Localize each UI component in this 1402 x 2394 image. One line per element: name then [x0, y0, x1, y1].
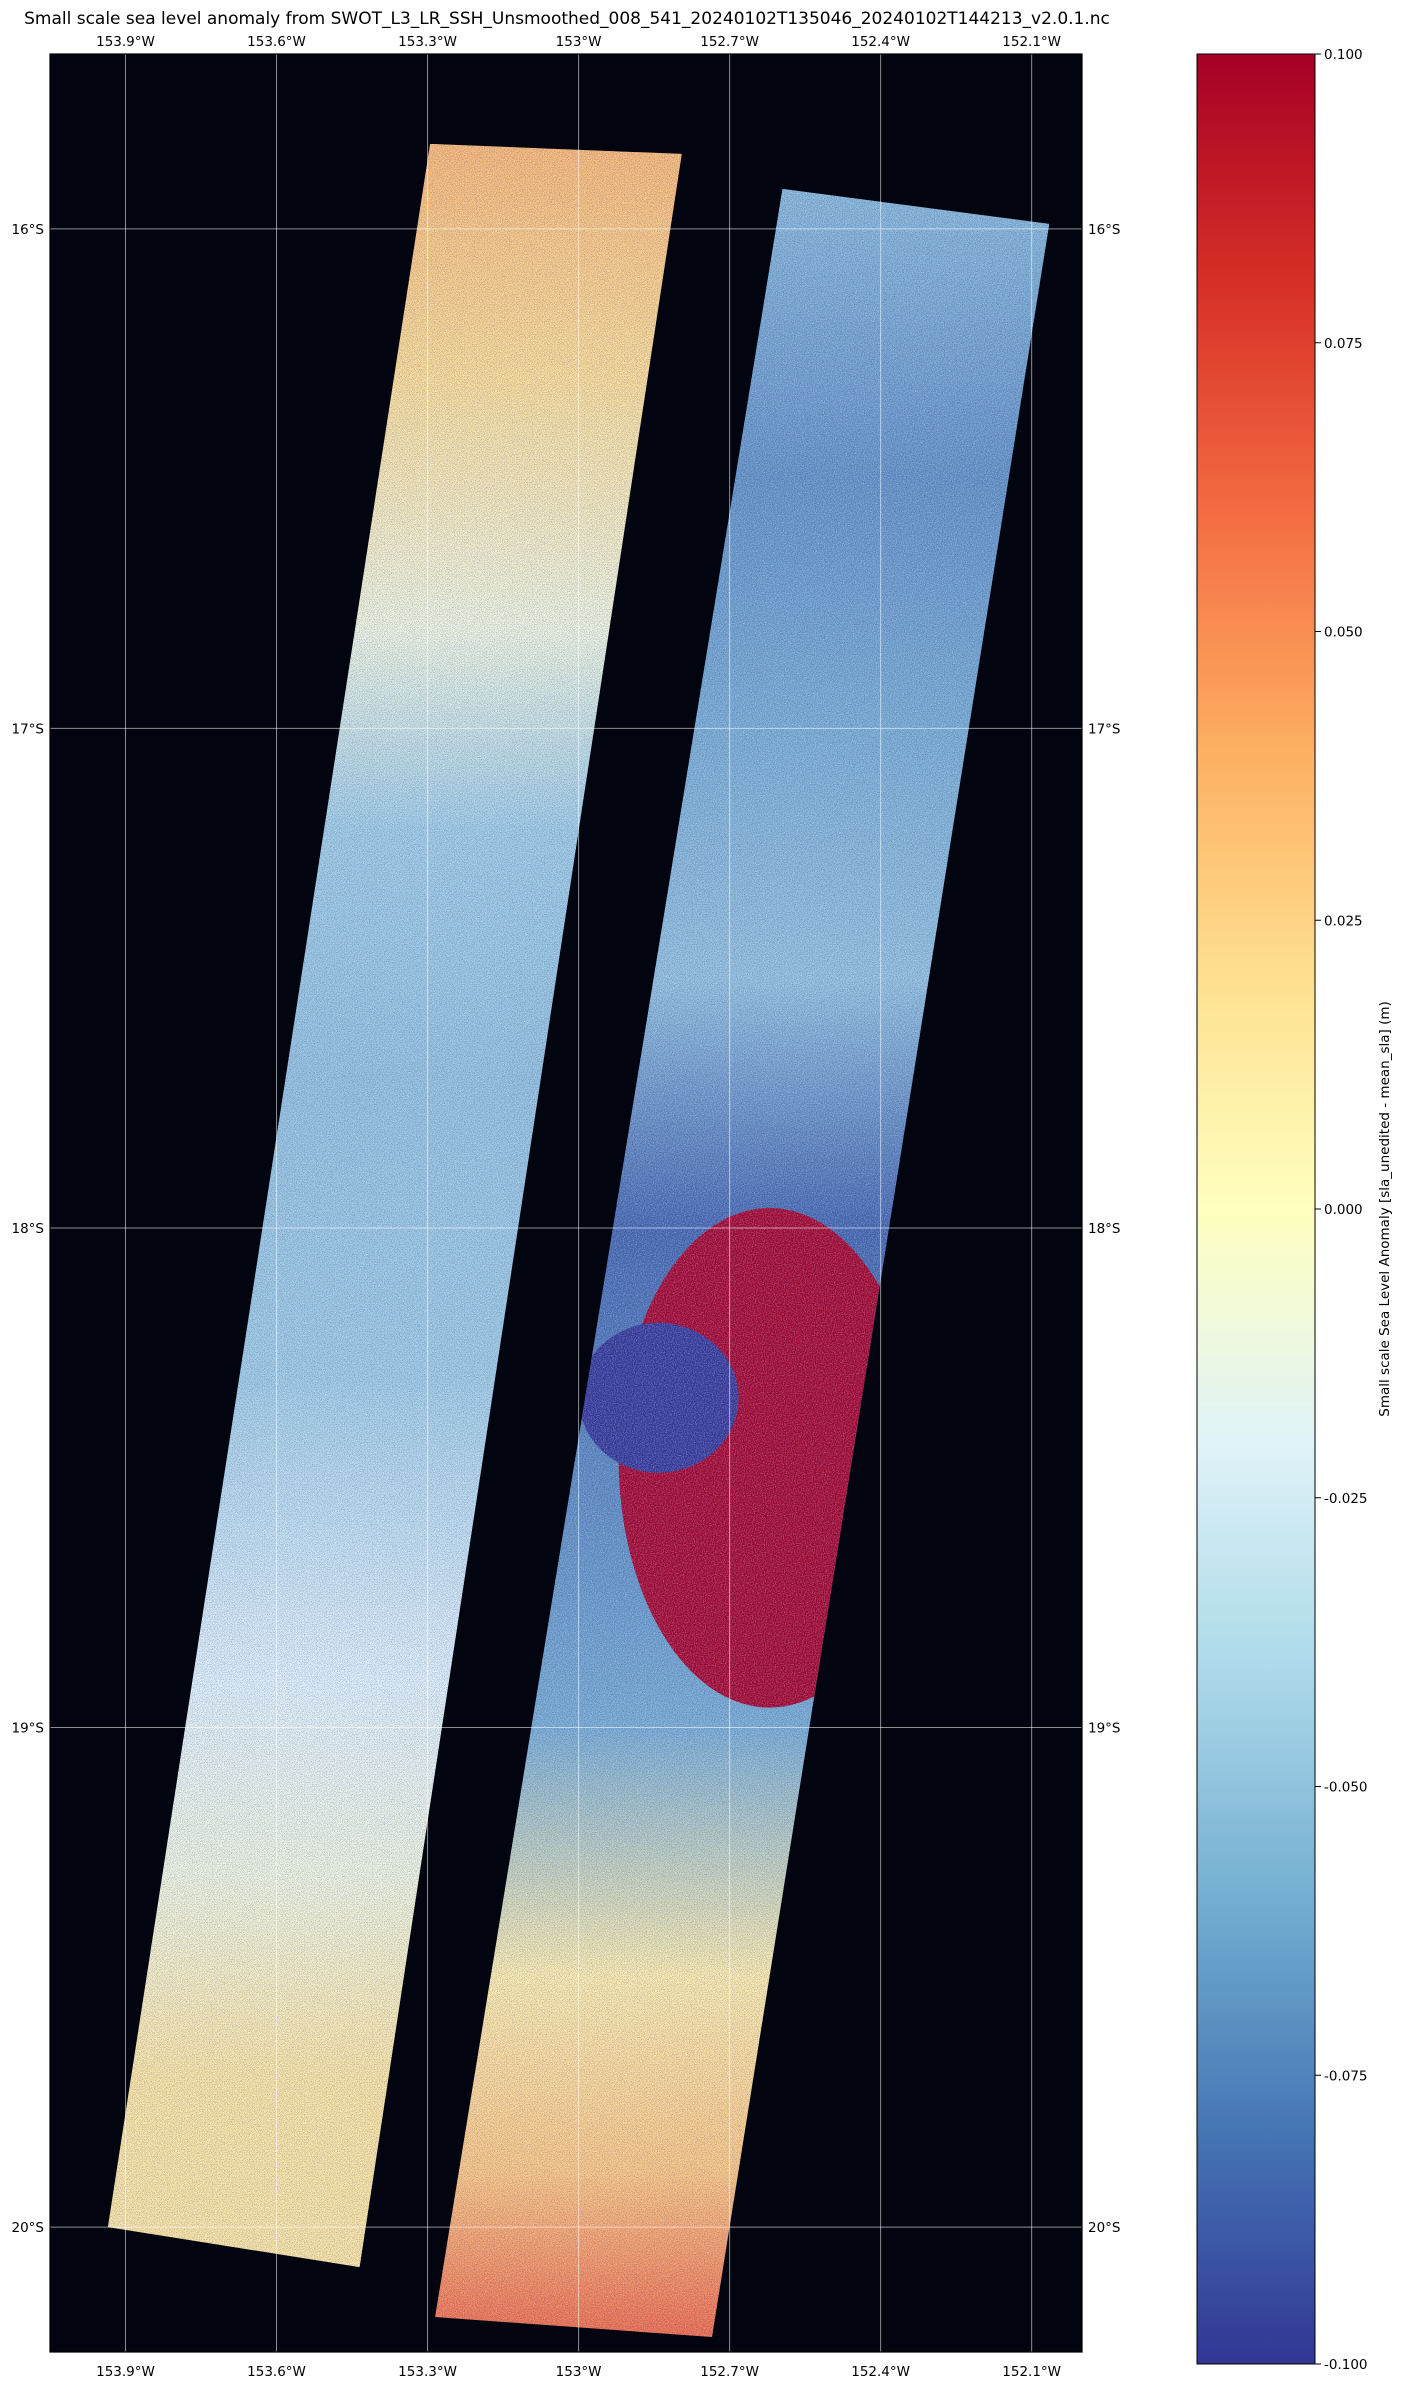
colorbar-ticks: -0.100 -0.075 -0.050 -0.025 0.000 0.025 0.050 0… [1315, 47, 1368, 2373]
x-tick-label-top: 152.7°W [700, 34, 759, 50]
x-axis-top: 153.9°W 153.6°W 153.3°W 153°W 152.7°W 152.4°W… [96, 34, 1061, 50]
y-tick-label-right: 20°S [1088, 2220, 1121, 2236]
x-tick-label-bottom: 152.7°W [700, 2364, 759, 2380]
x-tick-label-bottom: 153.9°W [96, 2364, 155, 2380]
y-tick-label-left: 16°S [12, 222, 45, 238]
y-tick-label-right: 16°S [1088, 222, 1121, 238]
y-tick-label-left: 17°S [12, 721, 45, 737]
y-axis-right: 16°S 17°S 18°S 19°S 20°S [1088, 222, 1121, 2236]
x-axis-bottom: 153.9°W 153.6°W 153.3°W 153°W 152.7°W 152.4°W… [96, 2364, 1061, 2380]
x-tick-label-top: 153°W [556, 34, 602, 50]
colorbar-tick-label: -0.075 [1324, 2068, 1368, 2084]
x-tick-label-top: 152.1°W [1002, 34, 1061, 50]
y-tick-label-right: 18°S [1088, 1221, 1121, 1237]
colorbar-tick-label: 0.100 [1324, 47, 1363, 63]
y-axis-left: 16°S 17°S 18°S 19°S 20°S [12, 222, 45, 2236]
y-tick-label-left: 20°S [12, 2220, 45, 2236]
colorbar-tick-label: -0.100 [1324, 2357, 1368, 2373]
chart-title: Small scale sea level anomaly from SWOT_… [24, 9, 1110, 29]
colorbar-label: Small scale Sea Level Anomaly [sla_unedi… [1377, 1001, 1393, 1417]
x-tick-label-top: 153.9°W [96, 34, 155, 50]
colorbar-tick-label: 0.025 [1324, 913, 1363, 929]
x-tick-label-bottom: 152.1°W [1002, 2364, 1061, 2380]
x-tick-label-top: 153.6°W [247, 34, 306, 50]
colorbar-tick-label: -0.025 [1324, 1491, 1368, 1507]
x-tick-label-bottom: 153°W [556, 2364, 602, 2380]
colorbar-tick-label: 0.000 [1324, 1202, 1363, 1218]
colorbar [1196, 53, 1316, 2365]
x-tick-label-top: 153.3°W [398, 34, 457, 50]
colorbar-tick-label: 0.050 [1324, 625, 1363, 641]
y-tick-label-right: 19°S [1088, 1721, 1121, 1737]
graticule-grid [50, 54, 1082, 2352]
y-tick-label-right: 17°S [1088, 721, 1121, 737]
colorbar-tick-label: 0.075 [1324, 336, 1363, 352]
x-tick-label-bottom: 153.3°W [398, 2364, 457, 2380]
y-tick-label-left: 18°S [12, 1221, 45, 1237]
colorbar-tick-label: -0.050 [1324, 1780, 1368, 1796]
x-tick-label-bottom: 153.6°W [247, 2364, 306, 2380]
x-tick-label-bottom: 152.4°W [851, 2364, 910, 2380]
y-tick-label-left: 19°S [12, 1721, 45, 1737]
map-frame [49, 53, 1083, 2353]
x-tick-label-top: 152.4°W [851, 34, 910, 50]
